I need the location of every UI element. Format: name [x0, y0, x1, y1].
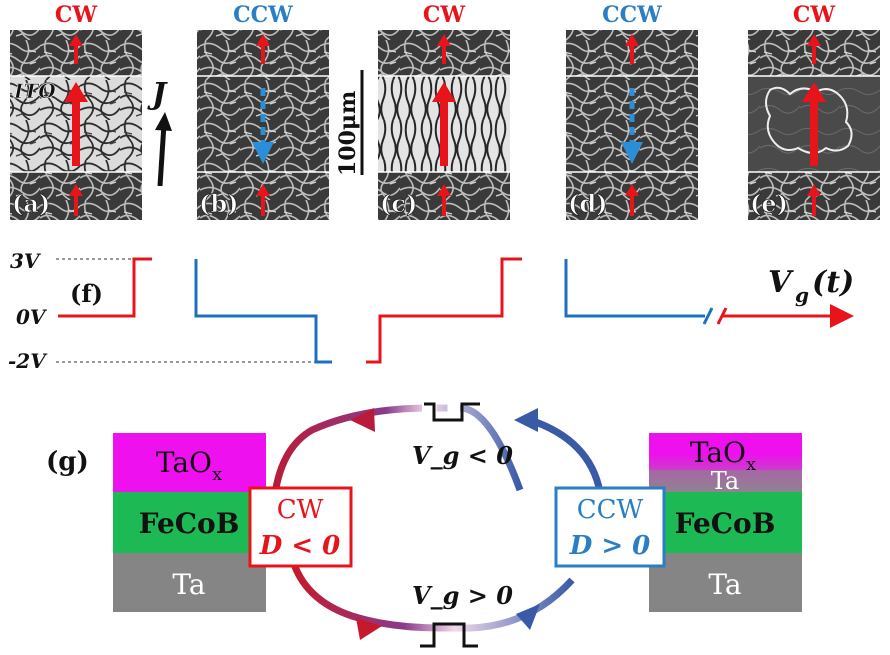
positive-pulse-icon	[420, 622, 478, 648]
panel-e-chirality: CW	[793, 2, 836, 28]
panel-b-chirality: CCW	[233, 2, 293, 28]
panel-c: CW (c)	[378, 2, 510, 220]
panel-e: CW (e)	[748, 2, 880, 220]
right-layer-stack: TaOx Ta FeCoB Ta	[649, 433, 802, 612]
right-ta-label: Ta	[708, 568, 741, 601]
signal-label-arg: (t)	[812, 265, 854, 300]
cycle-panel-label: (g)	[46, 447, 89, 477]
level-neg2v: -2V	[8, 349, 48, 373]
panel-b-label: (b)	[199, 189, 239, 218]
signal-label: V g (t)	[768, 265, 854, 307]
right-ta-upper-label: Ta	[711, 467, 739, 495]
panel-d: CCW (d)	[566, 2, 698, 220]
waveform-panel-label: (f)	[70, 279, 103, 308]
panel-d-chirality: CCW	[602, 2, 662, 28]
svg-text:TaOx: TaOx	[690, 436, 756, 475]
waveform-panel: (f) 3V 0V -2V V g (t)	[8, 249, 854, 373]
scale-bar-label: 100μm	[335, 91, 361, 176]
left-taox-layer	[113, 433, 266, 492]
cycle-panel: (g) TaOx FeCoB Ta TaOx Ta FeCoB Ta	[46, 391, 802, 648]
cw-state-condition: D < 0	[259, 531, 341, 561]
panel-b: CCW (b)	[197, 2, 329, 220]
current-indicator: J	[147, 77, 172, 187]
left-fecob-label: FeCoB	[139, 507, 240, 540]
current-label: J	[147, 77, 168, 112]
right-fecob-label: FeCoB	[675, 507, 776, 540]
left-taox-label: TaO	[156, 446, 212, 479]
panel-a: CW ITO (a)	[10, 2, 142, 220]
right-fecob-layer	[649, 492, 802, 553]
signal-label-main: V	[768, 265, 794, 300]
left-layer-stack: TaOx FeCoB Ta	[113, 433, 266, 612]
left-taox-sub: x	[212, 464, 222, 485]
level-0v: 0V	[16, 305, 48, 329]
ccw-state-condition: D > 0	[569, 531, 651, 561]
left-ta-label: Ta	[172, 568, 205, 601]
panel-d-label: (d)	[568, 189, 608, 218]
top-transition-label: V_g < 0	[412, 441, 513, 470]
panel-a-center-label: ITO	[13, 79, 56, 103]
panel-c-label: (c)	[380, 189, 417, 218]
scale-bar: 100μm	[335, 70, 364, 176]
microscopy-panels: CW ITO (a) CCW (b) CW (c) CCW (d) CW (e)	[10, 2, 880, 220]
right-taox-sub: x	[746, 454, 756, 475]
level-3v: 3V	[10, 249, 42, 273]
bottom-transition-label: V_g > 0	[412, 581, 513, 610]
panel-a-chirality: CW	[55, 2, 98, 28]
panel-c-chirality: CW	[423, 2, 466, 28]
panel-e-label: (e)	[750, 189, 788, 218]
left-fecob-layer	[113, 492, 266, 553]
left-ta-layer	[113, 553, 266, 612]
panel-a-label: (a)	[12, 189, 50, 218]
ccw-state-name: CCW	[577, 495, 644, 525]
right-ta-layer	[649, 553, 802, 612]
negative-pulse-icon	[424, 402, 480, 422]
top-transition-arc	[272, 404, 524, 492]
right-taox-label: TaO	[690, 436, 746, 469]
cw-state-name: CW	[277, 495, 324, 525]
svg-text:TaOx: TaOx	[156, 446, 222, 485]
signal-label-sub: g	[795, 283, 809, 307]
ccw-state-box: CCW D > 0	[554, 486, 666, 568]
cw-state-box: CW D < 0	[248, 486, 353, 568]
